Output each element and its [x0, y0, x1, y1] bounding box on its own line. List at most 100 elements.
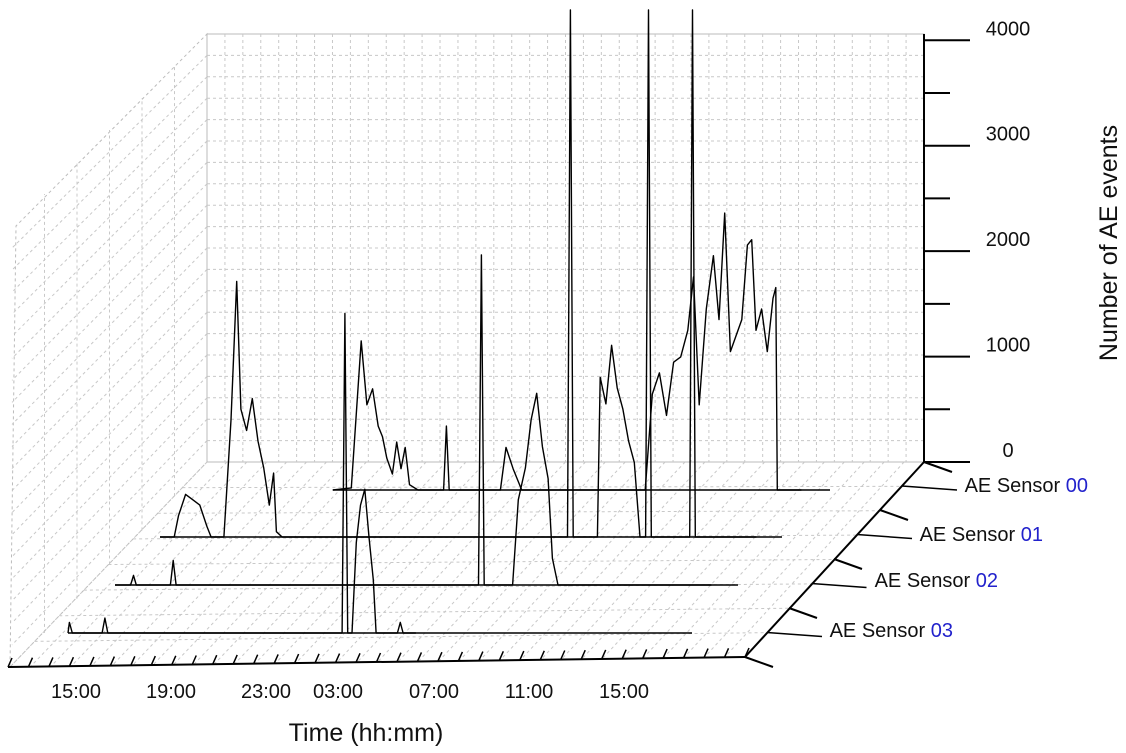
sensor-label: AE Sensor 03 [830, 620, 953, 642]
x-axis-minor-tick [293, 653, 300, 664]
sensor-label-prefix: AE Sensor [830, 620, 931, 642]
floor-gridline [622, 461, 805, 660]
floor-gridline [9, 461, 208, 668]
x-tick-label: 23:00 [241, 681, 291, 703]
side-wall-gridline [11, 55, 208, 249]
x-axis-minor-tick [150, 655, 156, 666]
side-wall-gridline [11, 333, 208, 536]
x-tick-label: 15:00 [599, 681, 649, 703]
x-tick-label: 19:00 [146, 681, 196, 703]
x-axis-minor-tick [580, 649, 586, 660]
x-axis-minor-tick [171, 655, 177, 666]
x-axis-minor-tick [212, 654, 218, 665]
z-tick-label: 3000 [986, 124, 1031, 146]
x-axis-minor-tick [68, 656, 75, 667]
axis-ticks [7, 39, 970, 668]
sensor-label-leader [766, 631, 823, 638]
side-wall-gridline [11, 140, 208, 337]
series-trace [67, 312, 416, 634]
floor-gridline [213, 461, 407, 665]
x-axis-minor-tick [273, 654, 279, 664]
z-tick-label: 2000 [986, 229, 1031, 251]
floor-gridline [683, 461, 865, 659]
x-axis-minor-tick [396, 652, 402, 663]
x-axis-minor-tick [539, 650, 545, 661]
sensor-label-id: 02 [976, 570, 998, 592]
sensor-label-id: 03 [931, 620, 953, 642]
floor-gridline [336, 461, 527, 663]
series-trace [115, 254, 712, 586]
side-wall-gridline [11, 119, 208, 315]
floor-gridline [182, 485, 902, 489]
x-axis-minor-tick [7, 657, 13, 668]
floor-gridline [91, 461, 288, 667]
depth-tick [923, 461, 953, 473]
axis-labels: 15:00 19:00 23:00 03:00 07:00 11:00 15:0001000… [51, 18, 1088, 703]
floor-gridline [662, 461, 845, 659]
series-traces [67, 9, 830, 634]
depth-tick [833, 558, 863, 570]
floor-gridline [397, 461, 586, 663]
x-axis-minor-tick [437, 651, 443, 662]
z-tick-label: 4000 [986, 18, 1031, 40]
x-axis-minor-tick [498, 651, 505, 661]
side-wall-gridline [11, 226, 208, 425]
floor-gridline [377, 461, 566, 663]
side-wall-gridline [11, 440, 208, 646]
x-axis-minor-tick [48, 657, 54, 667]
floor-gridline [111, 461, 307, 666]
series-trace [332, 212, 802, 491]
floor-gridline [157, 510, 880, 514]
x-tick-label: 15:00 [51, 681, 101, 703]
x-axis-minor-tick [355, 652, 361, 663]
floor-gridline [70, 461, 268, 667]
sensor-label-leader [856, 533, 913, 540]
x-tick-label: 07:00 [409, 681, 459, 703]
x-axis-minor-tick [130, 656, 136, 666]
sensor-label: AE Sensor 02 [875, 570, 998, 592]
x-axis-title: Time (hh:mm) [289, 719, 444, 747]
floor-gridline [34, 632, 768, 642]
gridlines [9, 32, 925, 669]
x-axis-minor-tick [662, 648, 668, 659]
x-axis-minor-tick [416, 652, 423, 662]
back-wall-frame [206, 33, 925, 463]
sensor-label-leader [901, 485, 958, 491]
x-axis-minor-tick [601, 649, 607, 660]
x-axis-minor-tick [723, 647, 730, 658]
floor-gridline [234, 461, 427, 665]
sensor-label: AE Sensor 01 [920, 524, 1043, 546]
side-wall-frame [9, 32, 208, 669]
x-axis-minor-tick [252, 654, 259, 664]
x-axis-minor-tick [375, 652, 382, 663]
sensor-label-prefix: AE Sensor [965, 475, 1066, 497]
sensor-label-prefix: AE Sensor [920, 524, 1021, 546]
floor-gridline [108, 559, 835, 565]
x-axis-minor-tick [334, 653, 341, 663]
x-axis-minor-tick [478, 651, 484, 661]
x-axis-minor-tick [89, 656, 95, 667]
x-tick-label: 03:00 [313, 681, 363, 703]
z-axis-title: Number of AE events [1095, 125, 1123, 361]
floor-gridline [59, 607, 790, 617]
x-axis-minor-tick [744, 647, 750, 658]
x-axis-minor-tick [560, 650, 566, 660]
x-axis-minor-tick [191, 655, 197, 665]
sensor-label-id: 00 [1066, 475, 1088, 497]
z-tick-label: 1000 [986, 335, 1031, 357]
floor-gridline [152, 461, 347, 666]
x-axis-minor-tick [232, 654, 238, 665]
x-axis-minor-tick [519, 650, 525, 661]
floor-gridline [560, 461, 746, 660]
x-axis-minor-tick [682, 648, 689, 659]
axis-frame [7, 34, 925, 668]
floor-gridline [356, 461, 546, 663]
x-axis-minor-tick [621, 649, 627, 659]
sensor-label-prefix: AE Sensor [875, 570, 976, 592]
series-trace [160, 9, 757, 538]
x-axis-minor-tick [703, 648, 709, 658]
depth-tick [744, 656, 774, 668]
sensor-label-leader [811, 582, 867, 589]
floor-gridline [724, 461, 905, 658]
